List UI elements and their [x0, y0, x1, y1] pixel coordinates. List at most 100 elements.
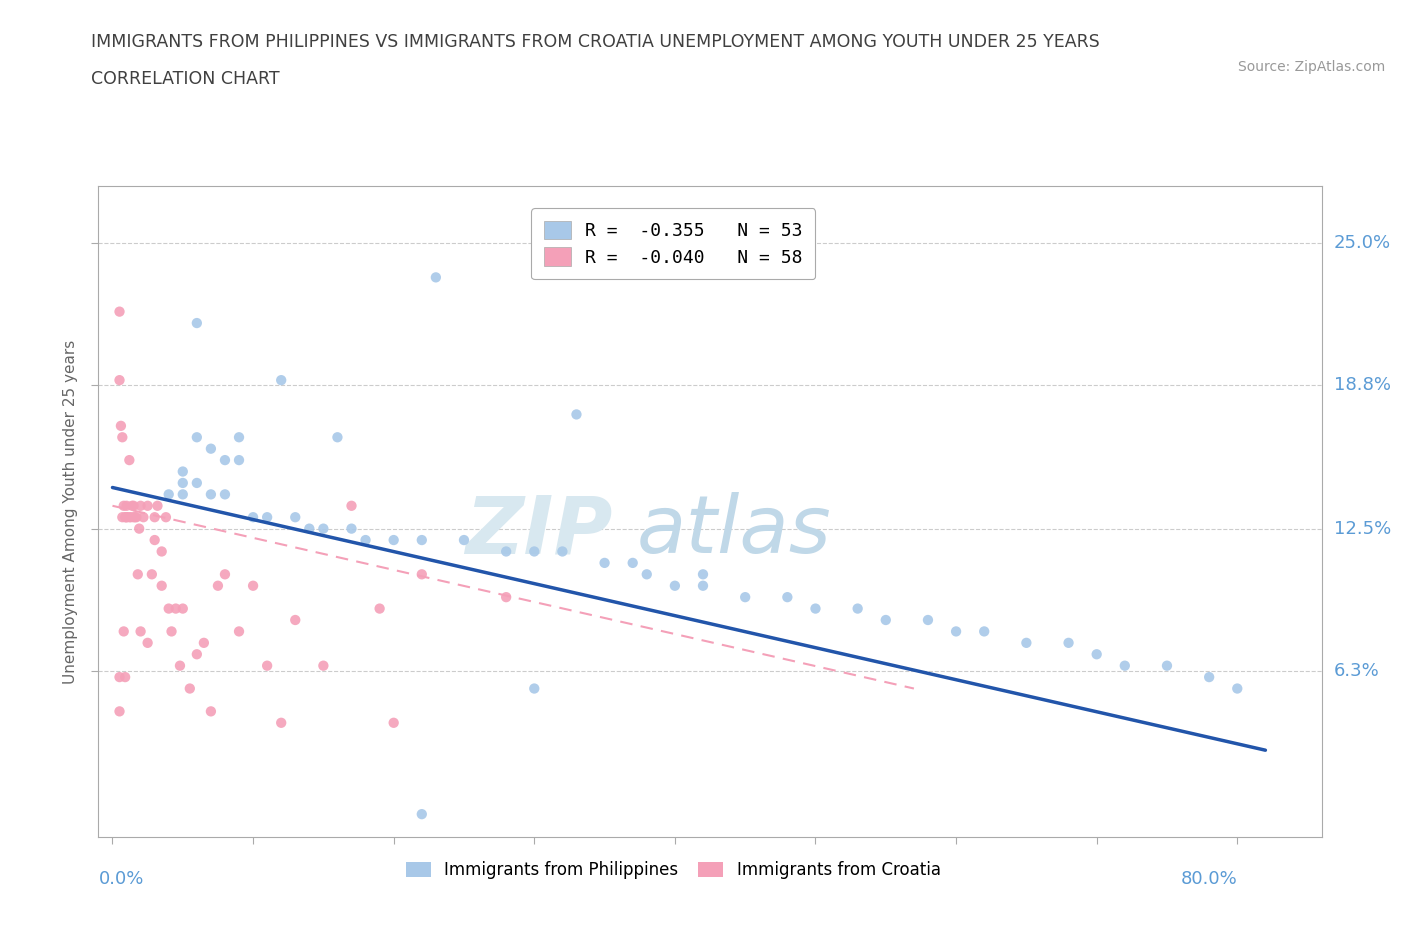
Point	[228, 453, 250, 468]
Point	[200, 441, 222, 456]
Point	[1015, 635, 1038, 650]
Point	[108, 670, 131, 684]
Point	[124, 510, 146, 525]
Point	[734, 590, 756, 604]
Text: 6.3%: 6.3%	[1334, 662, 1379, 681]
Point	[143, 510, 166, 525]
Text: IMMIGRANTS FROM PHILIPPINES VS IMMIGRANTS FROM CROATIA UNEMPLOYMENT AMONG YOUTH : IMMIGRANTS FROM PHILIPPINES VS IMMIGRANT…	[91, 33, 1099, 50]
Point	[453, 533, 475, 548]
Point	[846, 601, 869, 616]
Point	[284, 613, 307, 628]
Point	[354, 533, 377, 548]
Point	[242, 510, 264, 525]
Point	[636, 567, 658, 582]
Text: CORRELATION CHART: CORRELATION CHART	[91, 70, 280, 87]
Point	[115, 510, 138, 525]
Point	[312, 521, 335, 536]
Point	[150, 578, 173, 593]
Point	[165, 601, 187, 616]
Point	[382, 715, 405, 730]
Point	[1226, 681, 1249, 696]
Point	[157, 487, 180, 502]
Point	[621, 555, 644, 570]
Point	[382, 533, 405, 548]
Point	[593, 555, 616, 570]
Point	[193, 635, 215, 650]
Point	[340, 498, 363, 513]
Point	[875, 613, 897, 628]
Point	[122, 510, 145, 525]
Point	[1114, 658, 1136, 673]
Point	[114, 670, 136, 684]
Point	[917, 613, 939, 628]
Text: ZIP: ZIP	[465, 492, 612, 570]
Point	[692, 578, 714, 593]
Point	[172, 601, 194, 616]
Point	[368, 601, 391, 616]
Point	[200, 487, 222, 502]
Point	[172, 487, 194, 502]
Point	[523, 681, 546, 696]
Point	[411, 567, 433, 582]
Point	[186, 315, 208, 330]
Point	[115, 498, 138, 513]
Point	[108, 304, 131, 319]
Point	[186, 430, 208, 445]
Point	[110, 418, 132, 433]
Point	[411, 806, 433, 821]
Point	[108, 373, 131, 388]
Point	[256, 510, 278, 525]
Text: Source: ZipAtlas.com: Source: ZipAtlas.com	[1237, 60, 1385, 74]
Point	[1156, 658, 1178, 673]
Point	[326, 430, 349, 445]
Text: 12.5%: 12.5%	[1334, 520, 1391, 538]
Point	[111, 430, 134, 445]
Point	[160, 624, 183, 639]
Point	[804, 601, 827, 616]
Point	[143, 533, 166, 548]
Point	[270, 373, 292, 388]
Point	[129, 498, 152, 513]
Point	[425, 270, 447, 285]
Point	[172, 464, 194, 479]
Point	[256, 658, 278, 673]
Point	[228, 430, 250, 445]
Point	[1198, 670, 1220, 684]
Point	[214, 567, 236, 582]
Point	[340, 521, 363, 536]
Text: 25.0%: 25.0%	[1334, 234, 1391, 252]
Point	[200, 704, 222, 719]
Point	[111, 510, 134, 525]
Legend: Immigrants from Philippines, Immigrants from Croatia: Immigrants from Philippines, Immigrants …	[398, 853, 949, 887]
Point	[136, 498, 159, 513]
Point	[1057, 635, 1080, 650]
Point	[186, 475, 208, 490]
Point	[155, 510, 177, 525]
Point	[214, 453, 236, 468]
Point	[228, 624, 250, 639]
Point	[284, 510, 307, 525]
Point	[411, 533, 433, 548]
Point	[495, 544, 517, 559]
Y-axis label: Unemployment Among Youth under 25 years: Unemployment Among Youth under 25 years	[63, 339, 79, 684]
Point	[121, 498, 143, 513]
Point	[108, 704, 131, 719]
Point	[1085, 647, 1108, 662]
Point	[125, 510, 148, 525]
Point	[565, 407, 588, 422]
Point	[186, 647, 208, 662]
Point	[973, 624, 995, 639]
Point	[118, 510, 141, 525]
Point	[214, 487, 236, 502]
Point	[141, 567, 163, 582]
Point	[128, 521, 150, 536]
Point	[132, 510, 155, 525]
Point	[551, 544, 574, 559]
Point	[146, 498, 169, 513]
Point	[157, 601, 180, 616]
Point	[169, 658, 191, 673]
Text: atlas: atlas	[637, 492, 831, 570]
Text: 18.8%: 18.8%	[1334, 376, 1391, 393]
Point	[179, 681, 201, 696]
Point	[150, 544, 173, 559]
